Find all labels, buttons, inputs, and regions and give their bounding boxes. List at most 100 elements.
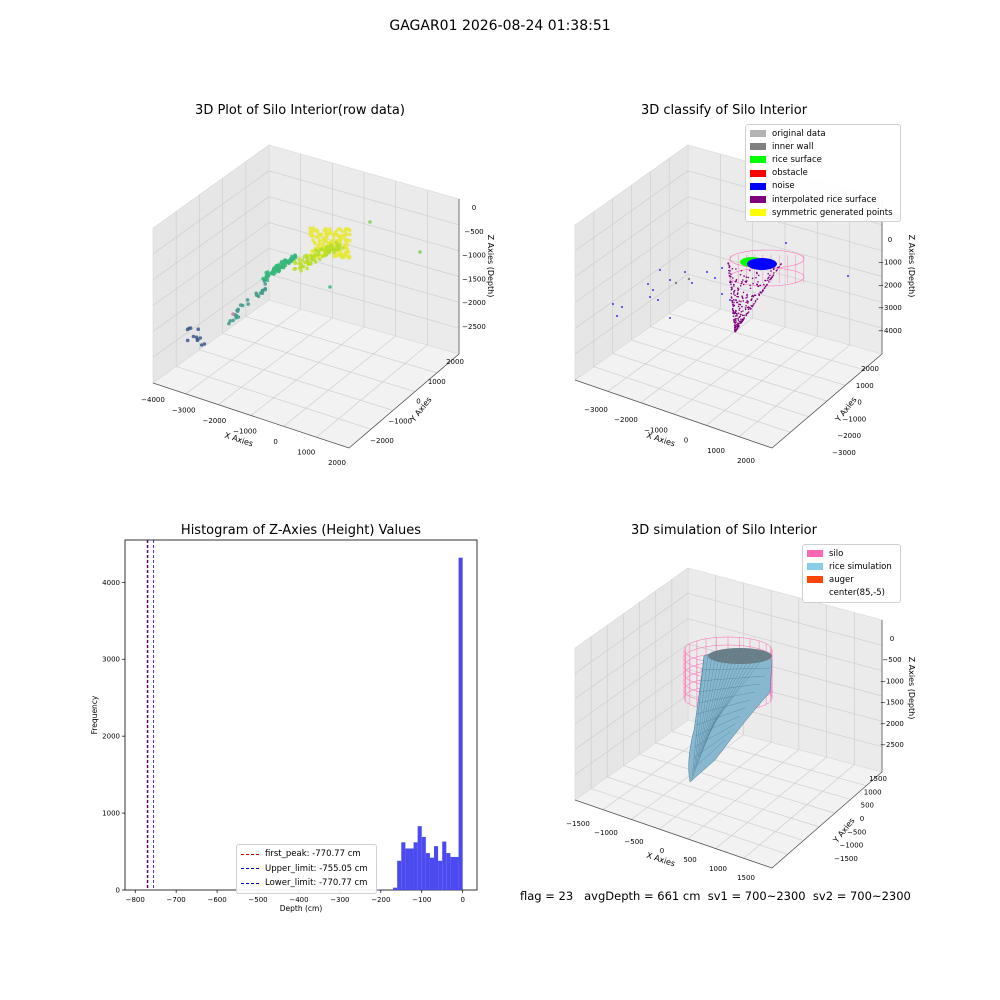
cls-interpolated-point [750,307,752,310]
raw-data-point [271,272,276,276]
sim-mesh-line [695,707,746,726]
classify-legend-entry: original data [750,127,896,140]
cls-interpolated-point [729,270,731,272]
raw-data-point [198,336,203,340]
raw-data-point [310,233,315,237]
cls-interpolated-point [742,318,744,321]
cls-interpolated-point [738,307,741,310]
cls-noise-point [669,317,671,319]
cls-interpolated-point [735,323,737,326]
raw-grid-z-side [152,196,270,280]
cls-interpolated-point [750,305,752,307]
sim-mesh-line [699,667,771,671]
legend-swatch [807,563,823,571]
cls-interpolated-point [728,266,730,269]
raw-grid-y [199,349,394,411]
cls-interpolated-point [751,295,753,298]
cls-interpolated-point [779,263,782,266]
cls-noise-point [706,271,708,273]
sim-mesh-line [700,648,729,758]
raw-grid-z-side [152,248,270,332]
raw-data-point [299,268,303,273]
classify-plot-title: 3D classify of Silo Interior [640,103,808,118]
histogram-y-axis-label: Frequency [90,695,99,734]
histogram-bar [458,557,463,890]
cls-interpolated-point [734,312,737,314]
cls-grid-y [593,366,791,433]
sim-y-tick-label: 1500 [869,775,887,783]
histogram-bar [393,887,398,890]
cls-interpolated-point [740,322,742,324]
cls-interpolated-point [749,284,751,287]
cls-interpolated-point [756,272,758,275]
legend-swatch [750,169,766,177]
classify-legend: original data inner wall rice surface obsta… [745,124,901,223]
raw-data-point [297,257,302,262]
raw-y-axis-line [348,353,460,449]
sim-mesh-line [698,683,761,693]
cls-interpolated-point [741,314,744,317]
cls-interpolated-point [730,286,733,289]
cls-interpolated-point [747,276,749,279]
raw-data-point [315,249,320,253]
cls-x-tick-label: −1000 [644,426,668,434]
cls-interpolated-point [749,287,752,290]
sim-mesh-line [696,699,751,715]
histogram-legend: first_peak: -770.77 cm Upper_limit: -755.… [236,844,377,894]
sim-grid-x [631,734,744,820]
cls-interpolated-point [744,308,747,311]
raw-data-point [325,240,330,245]
cls-noise-point [649,296,651,298]
raw-grid-x [316,344,428,438]
cls-interpolated-point [737,317,739,320]
histogram-y-tick-label: 4000 [102,579,120,587]
sim-mesh-line [711,652,762,728]
raw-data-point [260,288,265,293]
cls-noise-point [616,315,618,317]
sim-y-tick-label: −500 [847,828,866,836]
cls-grid-z-side [574,170,689,252]
sim-mesh-line [697,691,756,704]
figure-title: GAGAR01 2026-08-24 01:38:51 [389,18,611,34]
raw-data-point [228,319,232,323]
legend-swatch [750,143,766,151]
legend-swatch [807,550,823,558]
cls-interpolated-point [738,322,740,325]
raw-data-point [281,264,285,269]
cls-interpolated-point [737,324,740,326]
cls-interpolated-point [757,285,760,288]
sim-y-axis-line [771,771,883,869]
histogram-title: Histogram of Z-Axies (Height) Values [180,523,422,538]
cls-interpolated-point [751,277,754,280]
raw-grid-x [283,335,396,427]
cls-noise-point [847,275,849,277]
raw-y-tick-label: −1000 [388,417,412,425]
legend-label: rice surface [772,154,822,165]
raw-y-tick-label: 2000 [446,358,464,366]
sim-mesh-line [712,654,767,724]
raw-data-point [312,240,317,245]
raw-data-point [236,315,241,319]
raw-x-tick-label: −3000 [172,407,196,415]
raw-grid-x [185,308,301,395]
sim-grid-z-side [574,618,689,699]
raw-data-point [340,229,344,233]
status-footer: flag = 23 avgDepth = 661 cm sv1 = 700~23… [520,889,911,903]
raw-data-point [338,237,343,241]
cls-interpolated-point [742,279,744,281]
raw-z-tick-label: −1000 [462,252,486,260]
cls-interpolated-point [733,304,736,307]
raw-grid-y [176,366,372,430]
cls-interpolated-point [736,315,738,317]
cls-interpolated-point [733,283,735,286]
raw-data-point [301,264,306,269]
histogram-bar [454,856,459,890]
cls-interpolated-point [759,284,761,287]
sim-x-tick-label: −1500 [566,820,590,828]
raw-data-point [185,338,190,343]
raw-x-axis-line [152,382,350,449]
raw-data-point [342,255,346,260]
sim-mesh-line [693,731,731,759]
cls-grid-z-side [574,196,689,277]
sim-mesh-line [699,675,766,682]
